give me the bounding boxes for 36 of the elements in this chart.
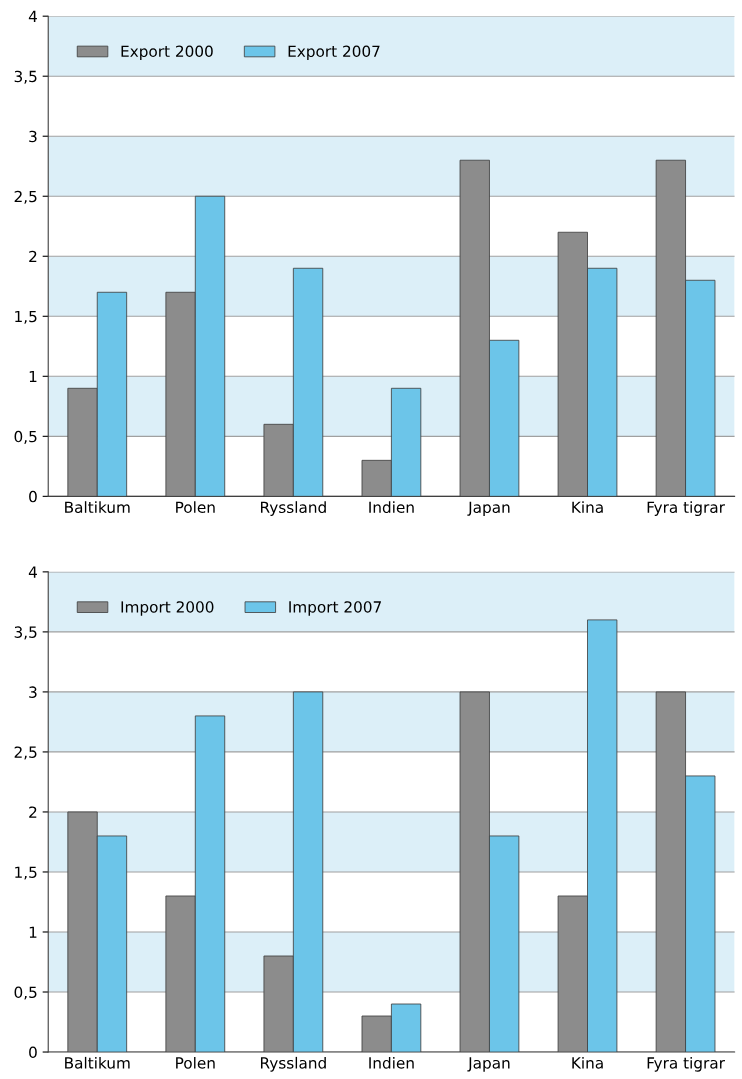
y-tick-label: 0,5 [14,986,37,1000]
y-tick-label: 2,5 [14,190,37,204]
x-tick-label: Japan [467,1057,510,1072]
x-tick-label: Baltikum [65,1056,130,1069]
legend-label: Import 2007 [289,601,381,616]
x-tick-label: Kina [572,1056,603,1069]
x-tick-label: Ryssland [260,1056,326,1072]
y-tick-label: 1 [29,370,37,383]
y-tick-label: 1 [29,926,37,938]
x-tick-label: Baltikum [65,501,130,514]
y-tick-label: 3,5 [14,626,37,640]
y-tick-label: 3 [29,130,37,143]
y-tick-label: 0,5 [14,430,37,444]
x-tick-label: Ryssland [260,501,326,516]
x-tick-label: Japan [467,501,510,516]
x-tick-label: Fyra tigrar [647,501,725,516]
y-tick-label: 2 [29,806,37,818]
y-tick-label: 4 [28,10,37,22]
y-tick-label: 0 [29,490,37,503]
y-tick-label: 3 [29,686,37,698]
y-tick-label: 4 [28,566,37,578]
x-tick-label: Indien [369,501,414,514]
x-tick-label: Indien [369,1056,414,1069]
y-tick-label: 2 [29,250,37,263]
legend-label: Export 2007 [288,45,380,60]
y-tick-label: 1,5 [15,866,37,880]
x-tick-label: Fyra tigrar [647,1056,725,1072]
x-tick-label: Polen [176,1056,215,1069]
legend-label: Import 2000 [121,601,214,616]
x-tick-label: Polen [176,501,215,514]
y-tick-label: 2,5 [14,746,37,760]
y-tick-label: 0 [29,1046,37,1059]
y-tick-label: 1,5 [15,310,37,324]
x-tick-label: Kina [572,501,603,514]
y-tick-label: 3,5 [14,70,37,84]
legend-label: Export 2000 [121,45,213,60]
